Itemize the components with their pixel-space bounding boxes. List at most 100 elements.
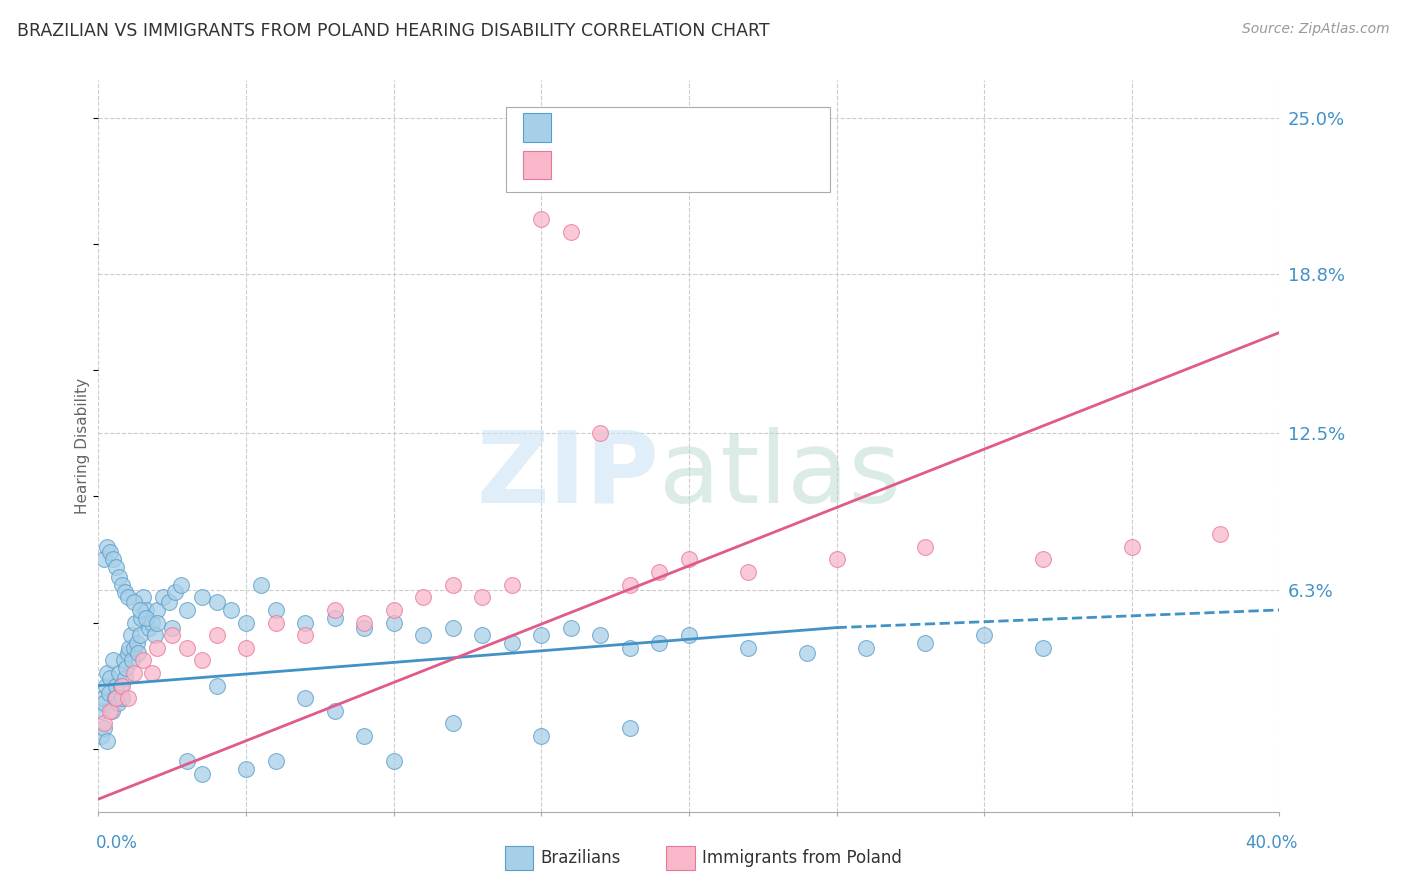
Point <box>737 640 759 655</box>
Point <box>530 628 553 642</box>
Point <box>560 225 582 239</box>
Point <box>124 615 146 630</box>
Text: 0.115: 0.115 <box>591 119 643 136</box>
Text: N =: N = <box>644 156 681 174</box>
Point <box>121 653 143 667</box>
Point <box>105 560 128 574</box>
Point <box>128 603 150 617</box>
Point <box>122 595 145 609</box>
Point <box>162 621 183 635</box>
Text: 0.599: 0.599 <box>591 156 643 174</box>
Y-axis label: Hearing Disability: Hearing Disability <box>75 378 90 514</box>
Point <box>235 640 257 655</box>
Point <box>619 722 641 736</box>
Point <box>122 640 145 655</box>
Point <box>128 628 150 642</box>
Point <box>91 691 114 706</box>
Point <box>100 704 122 718</box>
Point <box>127 646 149 660</box>
Point <box>152 591 174 605</box>
Point <box>353 729 375 743</box>
Point <box>176 603 198 617</box>
Point <box>678 628 700 642</box>
Point <box>973 628 995 642</box>
Point <box>191 767 214 781</box>
Point <box>235 762 257 776</box>
Point <box>353 615 375 630</box>
Text: Brazilians: Brazilians <box>540 849 620 867</box>
Point <box>619 578 641 592</box>
Point <box>441 716 464 731</box>
Point <box>125 636 148 650</box>
Point <box>264 615 287 630</box>
Point <box>250 578 273 592</box>
Point <box>132 591 155 605</box>
Point <box>103 552 125 566</box>
Point <box>530 729 553 743</box>
Point <box>129 610 152 624</box>
Point <box>114 671 136 685</box>
Point <box>825 552 848 566</box>
Point <box>94 679 117 693</box>
Point <box>560 621 582 635</box>
Point <box>104 691 127 706</box>
Point <box>914 540 936 554</box>
Text: Source: ZipAtlas.com: Source: ZipAtlas.com <box>1241 22 1389 37</box>
Point <box>141 665 163 680</box>
Point <box>678 552 700 566</box>
Text: 40.0%: 40.0% <box>1246 834 1298 852</box>
Point <box>93 722 115 736</box>
Point <box>501 578 523 592</box>
Point <box>114 585 136 599</box>
Point <box>170 578 193 592</box>
Point <box>1032 640 1054 655</box>
Point <box>855 640 877 655</box>
Point <box>619 640 641 655</box>
Point <box>111 578 134 592</box>
Text: 94: 94 <box>675 119 699 136</box>
Point <box>93 716 115 731</box>
Point <box>105 691 128 706</box>
Point <box>98 545 121 559</box>
Point <box>796 646 818 660</box>
Point <box>108 570 131 584</box>
Text: R =: R = <box>558 156 595 174</box>
Point <box>118 640 141 655</box>
Point <box>93 552 115 566</box>
Text: ZIP: ZIP <box>477 426 659 524</box>
Point <box>264 603 287 617</box>
Point <box>111 679 134 693</box>
Text: Immigrants from Poland: Immigrants from Poland <box>702 849 901 867</box>
Point <box>471 591 494 605</box>
Point <box>382 603 405 617</box>
Point <box>162 628 183 642</box>
Point <box>294 628 316 642</box>
Point <box>205 595 228 609</box>
Point <box>157 595 180 609</box>
Text: R =: R = <box>558 119 595 136</box>
Point <box>737 565 759 579</box>
Point <box>117 591 139 605</box>
Point <box>98 704 121 718</box>
Point <box>1209 527 1232 541</box>
Text: 35: 35 <box>675 156 697 174</box>
Point <box>412 628 434 642</box>
Point <box>648 636 671 650</box>
Point <box>120 628 142 642</box>
Point <box>221 603 243 617</box>
Point <box>382 615 405 630</box>
Point <box>138 621 160 635</box>
Point <box>1032 552 1054 566</box>
Point <box>323 704 346 718</box>
Point <box>176 754 198 768</box>
Point <box>165 585 187 599</box>
Point <box>132 653 155 667</box>
Point <box>96 540 118 554</box>
Point <box>412 591 434 605</box>
Point <box>191 653 214 667</box>
Point <box>103 653 125 667</box>
Text: 0.0%: 0.0% <box>96 834 138 852</box>
Point <box>97 686 120 700</box>
Point <box>264 754 287 768</box>
Point <box>96 734 118 748</box>
